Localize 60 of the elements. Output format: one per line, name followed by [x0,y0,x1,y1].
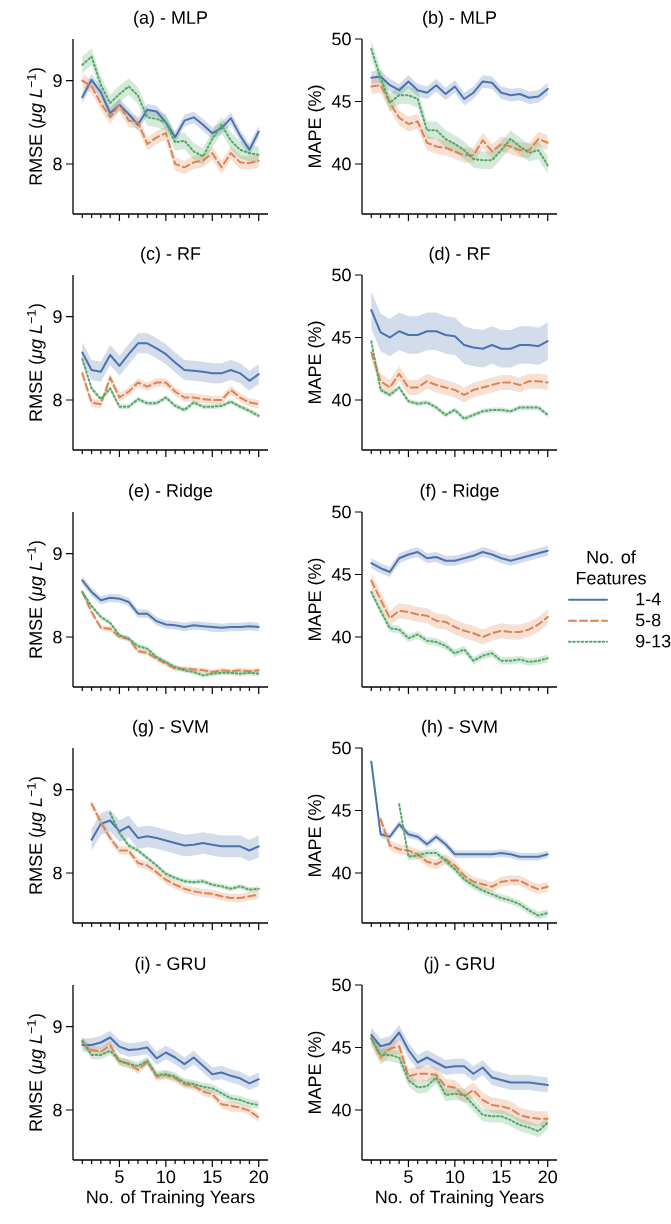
y-tick-label: 50 [332,505,351,519]
y-tick-label: 8 [53,866,62,880]
legend-label: 9-13 [636,634,671,648]
x-tick-label: 10 [157,1170,176,1184]
x-tick-label: 20 [538,1170,558,1184]
y-axis-title: MAPE (%) [307,85,325,167]
x-tick-label: 5 [115,1170,124,1184]
legend-title: No. of Features [576,550,646,585]
y-tick-label: 40 [331,630,351,644]
x-axis-title: No. of Training Years [376,1190,544,1207]
y-axis-title: MAPE (%) [307,321,325,404]
line-series [370,75,549,100]
chart-title: (g) - SVM [133,719,208,737]
y-tick-label: 9 [53,74,62,88]
y-tick-label: 50 [332,32,351,46]
y-tick-label: 9 [53,547,62,561]
chart-title: (a) - MLP [134,10,208,28]
x-axis-title: No. of Training Years [87,1190,255,1207]
chart-title: (c) - RF [141,246,201,264]
x-tick-label: 15 [492,1170,511,1184]
y-axis-title: MAPE (%) [307,1031,325,1114]
y-tick-label: 9 [53,310,62,324]
y-tick-label: 45 [331,331,351,344]
legend-label: 1-4 [636,592,661,606]
line-series [370,84,549,157]
x-tick-label: 5 [404,1170,413,1184]
y-axis-title: MAPE (%) [307,794,325,877]
x-tick-label: 20 [249,1170,269,1184]
y-tick-label: 40 [331,1103,351,1117]
y-tick-label: 45 [331,804,351,817]
y-tick-label: 45 [331,95,351,108]
legend-label: 5-8 [635,613,661,627]
chart-title: (b) - MLP [423,10,497,28]
chart-title: (d) - RF [429,246,490,264]
y-tick-label: 40 [331,393,351,407]
y-tick-label: 50 [332,741,351,755]
y-tick-label: 8 [53,393,62,407]
y-tick-label: 9 [53,783,62,797]
y-tick-label: 9 [53,1020,62,1034]
y-tick-label: 45 [331,568,351,581]
y-axis-title: MAPE (%) [307,558,325,641]
chart-title: (e) - Ridge [129,483,213,501]
line-series [81,342,260,382]
chart-title: (j) - GRU [424,956,495,974]
chart-title: (h) - SVM [422,719,497,737]
chart-title: (i) - GRU [135,956,206,974]
x-tick-label: 10 [446,1170,465,1184]
y-tick-label: 8 [53,1103,62,1117]
y-tick-label: 40 [331,157,351,171]
y-tick-label: 40 [331,866,351,880]
line-series [370,579,549,638]
y-tick-label: 45 [331,1041,351,1054]
y-tick-label: 8 [53,157,62,171]
y-tick-label: 50 [332,268,351,282]
line-series [81,1036,260,1085]
x-tick-label: 15 [203,1170,222,1184]
line-series [370,308,549,350]
y-tick-label: 50 [332,978,351,992]
y-tick-label: 8 [53,630,62,644]
chart-title: (f) - Ridge [420,483,499,501]
